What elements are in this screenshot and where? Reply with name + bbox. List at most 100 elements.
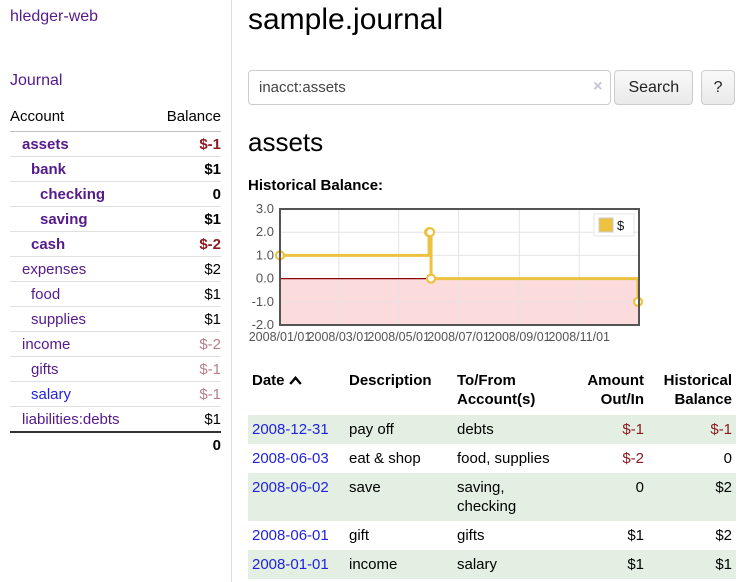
account-row: bank $1	[10, 156, 221, 182]
app-title-link[interactable]: hledger-web	[10, 8, 99, 25]
account-balance: $1	[151, 206, 221, 232]
register-table: Date Description To/From Account(s) Amou…	[248, 369, 736, 579]
transaction-balance: 0	[723, 450, 732, 467]
account-link[interactable]: expenses	[22, 261, 87, 278]
account-balance: $1	[151, 406, 221, 433]
account-row: income $-2	[10, 331, 221, 357]
transaction-description: save	[349, 479, 381, 496]
transaction-balance: $2	[715, 527, 732, 544]
x-tick-label: 2008/03/01	[308, 330, 371, 344]
transaction-row: 2008-06-01 gift gifts $1 $2	[248, 521, 736, 550]
transaction-balance: $-1	[710, 421, 732, 438]
transaction-amount: $-1	[622, 421, 644, 438]
help-button[interactable]: ?	[701, 70, 735, 105]
account-link[interactable]: liabilities:debts	[22, 411, 120, 428]
transaction-amount: $1	[627, 527, 644, 544]
main-content: sample.journal × Search ? assets Histori…	[248, 0, 742, 579]
transaction-description: income	[349, 556, 398, 573]
account-link[interactable]: supplies	[31, 311, 87, 328]
chart-title: Historical Balance:	[248, 177, 384, 194]
nav-journal: Journal	[10, 72, 221, 90]
search-input[interactable]	[248, 70, 612, 105]
transaction-balance: $2	[715, 479, 732, 496]
account-link[interactable]: checking	[40, 186, 106, 203]
y-tick-label: 3.0	[256, 201, 274, 216]
legend-swatch	[598, 217, 614, 233]
account-balance: $1	[151, 281, 221, 307]
sidebar: hledger-web Journal Account Balance asse…	[0, 0, 232, 582]
transaction-date-link[interactable]: 2008-12-31	[252, 421, 329, 438]
data-point-marker	[425, 273, 437, 284]
transaction-date-link[interactable]: 2008-01-01	[252, 556, 329, 573]
account-total-value: 0	[151, 431, 221, 457]
historical-balance-column-header: Historical Balance	[663, 372, 732, 408]
register-body: 2008-12-31 pay off debts $-1 $-1 2008-06-03 ea…	[248, 415, 736, 579]
account-tree: Account Balance assets $-1 bank $1 checking 0…	[10, 106, 221, 457]
transaction-accounts: food, supplies	[457, 450, 550, 467]
account-link[interactable]: cash	[31, 236, 66, 253]
account-total-row: 0	[10, 431, 221, 457]
x-tick-label: 2008/07/01	[427, 330, 490, 344]
account-balance: $-1	[151, 381, 221, 407]
account-row: gifts $-1	[10, 356, 221, 382]
y-tick-label: -1.0	[252, 294, 274, 309]
search-button[interactable]: Search	[614, 70, 694, 105]
account-balance: $-2	[151, 331, 221, 357]
account-link[interactable]: salary	[31, 386, 72, 403]
description-column-header: Description	[349, 372, 432, 389]
transaction-date-link[interactable]: 2008-06-03	[252, 450, 329, 467]
transaction-description: pay off	[349, 421, 394, 438]
page-title: sample.journal	[248, 3, 444, 36]
data-point-marker	[424, 227, 436, 238]
transaction-amount: $-2	[622, 450, 644, 467]
account-heading: assets	[248, 127, 324, 157]
account-link[interactable]: assets	[22, 136, 69, 153]
account-row: salary $-1	[10, 381, 221, 407]
account-tree-body: assets $-1 bank $1 checking 0 saving $1 cash $-2 e…	[10, 131, 221, 433]
account-row: saving $1	[10, 206, 221, 232]
account-column-header-register: To/From Account(s)	[457, 372, 536, 408]
app-title: hledger-web	[10, 8, 221, 26]
x-tick-label: 2008/01/01	[249, 330, 312, 344]
transaction-accounts: saving, checking	[457, 479, 517, 515]
account-row: expenses $2	[10, 256, 221, 282]
account-link[interactable]: gifts	[31, 361, 59, 378]
transaction-date-link[interactable]: 2008-06-01	[252, 527, 329, 544]
account-balance: $2	[151, 256, 221, 282]
transaction-amount: 0	[635, 479, 644, 496]
account-link[interactable]: saving	[40, 211, 88, 228]
amount-column-header: Amount Out/In	[587, 372, 644, 408]
account-balance: $-1	[151, 131, 221, 157]
plot-border	[279, 208, 640, 326]
transaction-row: 2008-12-31 pay off debts $-1 $-1	[248, 415, 736, 444]
account-link[interactable]: income	[22, 336, 71, 353]
search-bar: × Search ?	[248, 70, 735, 105]
transaction-description: gift	[349, 527, 370, 544]
historical-balance-chart: $3.0 2.0 1.0 0.0 -1.0 -2.0 2008/01/01 2008/03/0…	[248, 201, 735, 347]
account-balance: $1	[151, 156, 221, 182]
transaction-date-link[interactable]: 2008-06-02	[252, 479, 329, 496]
journal-link[interactable]: Journal	[10, 72, 63, 89]
sort-ascending-icon	[288, 371, 302, 390]
transaction-description: eat & shop	[349, 450, 421, 467]
account-link[interactable]: food	[31, 286, 61, 303]
transaction-row: 2008-01-01 income salary $1 $1	[248, 550, 736, 579]
date-column-header[interactable]: Date	[248, 369, 345, 415]
account-balance: $-1	[151, 356, 221, 382]
y-tick-label: 2.0	[256, 224, 274, 239]
account-row: cash $-2	[10, 231, 221, 257]
account-row: supplies $1	[10, 306, 221, 332]
account-balance: $1	[151, 306, 221, 332]
transaction-row: 2008-06-03 eat & shop food, supplies $-2 0	[248, 444, 736, 473]
clear-search-icon[interactable]: ×	[593, 78, 603, 95]
transaction-amount: $1	[627, 556, 644, 573]
transaction-balance: $1	[715, 556, 732, 573]
y-tick-label: 1.0	[256, 247, 274, 262]
transaction-accounts: gifts	[457, 527, 485, 544]
search-input-wrap: ×	[248, 70, 612, 105]
legend-label: $	[617, 218, 625, 233]
balance-column-header: Balance	[151, 106, 221, 132]
y-tick-label: 0.0	[256, 271, 274, 286]
account-link[interactable]: bank	[31, 161, 67, 178]
account-row: liabilities:debts $1	[10, 406, 221, 433]
